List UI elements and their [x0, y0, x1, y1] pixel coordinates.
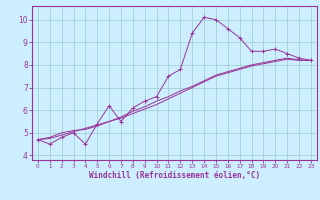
X-axis label: Windchill (Refroidissement éolien,°C): Windchill (Refroidissement éolien,°C) — [89, 171, 260, 180]
